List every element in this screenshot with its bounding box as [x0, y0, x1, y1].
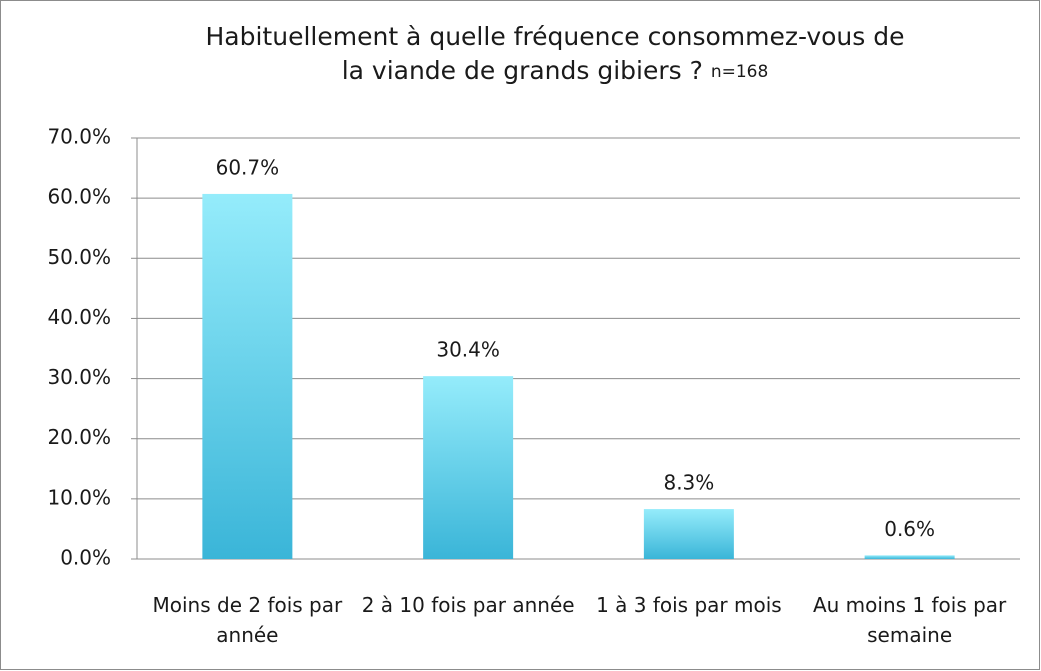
data-label: 30.4%: [436, 338, 500, 362]
y-tick-label: 20.0%: [47, 425, 111, 449]
y-tick-label: 60.0%: [47, 185, 111, 209]
chart-title: la viande de grands gibiers ?: [342, 56, 703, 85]
y-tick-label: 40.0%: [47, 305, 111, 329]
y-tick-label: 30.0%: [47, 365, 111, 389]
chart-note: n=168: [711, 62, 768, 82]
bar: [864, 555, 955, 559]
y-tick-label: 50.0%: [47, 245, 111, 269]
chart-title: la viande de grands gibiers ? n=168: [342, 56, 769, 85]
y-tick-label: 70.0%: [47, 125, 111, 149]
bar: [643, 509, 734, 559]
x-tick-label: Au moins 1 fois par semaine: [812, 593, 1007, 647]
x-tick-label: 2 à 10 fois par année: [361, 593, 575, 617]
y-tick-label: 10.0%: [47, 485, 111, 509]
x-tick-label: Moins de 2 fois par année: [152, 593, 343, 647]
y-tick-label: 0.0%: [60, 546, 111, 570]
data-label: 0.6%: [884, 517, 935, 541]
bar: [202, 193, 293, 559]
data-label: 8.3%: [663, 471, 714, 495]
chart-title: Habituellement à quelle fréquence consom…: [206, 22, 905, 51]
data-label: 60.7%: [216, 155, 280, 179]
x-tick-label: 1 à 3 fois par mois: [596, 593, 782, 617]
bar: [423, 376, 514, 559]
